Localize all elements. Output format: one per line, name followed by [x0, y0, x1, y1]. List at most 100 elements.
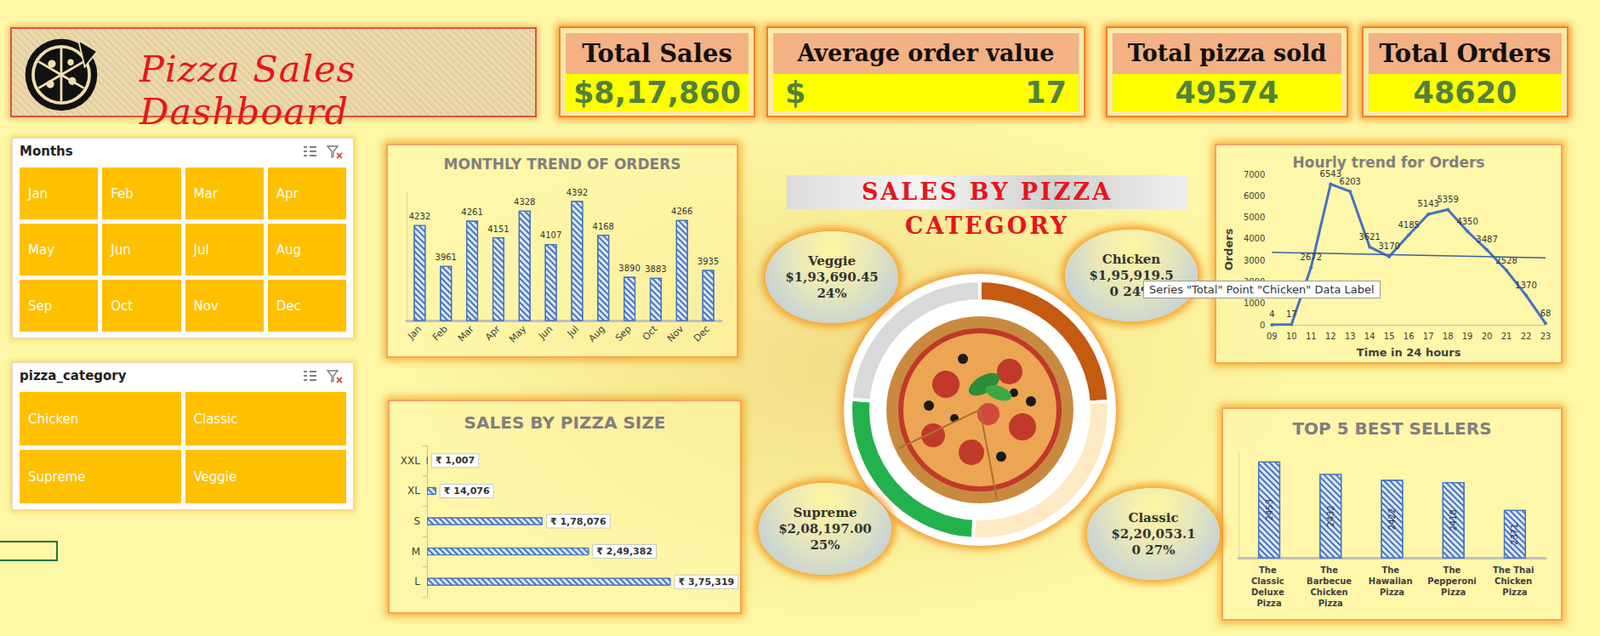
svg-text:23: 23 — [1540, 331, 1552, 342]
svg-text:3170: 3170 — [1377, 241, 1400, 251]
svg-text:₹ 1,78,076: ₹ 1,78,076 — [550, 516, 607, 528]
svg-text:2371: 2371 — [1509, 523, 1520, 545]
svg-text:4328: 4328 — [513, 197, 536, 207]
svg-text:4000: 4000 — [1243, 233, 1265, 244]
svg-text:The Thai: The Thai — [1492, 565, 1538, 576]
svg-text:14: 14 — [1364, 331, 1376, 342]
svg-text:Chicken: Chicken — [1310, 587, 1352, 598]
svg-text:May: May — [506, 323, 530, 346]
svg-text:2453: 2453 — [1264, 499, 1275, 521]
svg-text:68: 68 — [1540, 308, 1552, 319]
svg-text:3961: 3961 — [435, 252, 457, 262]
svg-text:4185: 4185 — [1397, 220, 1419, 230]
svg-text:5143: 5143 — [1417, 199, 1439, 209]
svg-text:₹ 3,75,319: ₹ 3,75,319 — [677, 576, 735, 588]
svg-text:4350: 4350 — [1456, 216, 1478, 227]
svg-text:4261: 4261 — [461, 207, 483, 217]
svg-text:Feb: Feb — [430, 323, 450, 343]
svg-text:MONTHLY TREND OF ORDERS: MONTHLY TREND OF ORDERS — [444, 155, 682, 173]
svg-text:10: 10 — [1286, 331, 1298, 342]
svg-text:Pizza: Pizza — [1440, 587, 1466, 598]
svg-text:21: 21 — [1501, 331, 1513, 342]
svg-text:TOP 5 BEST SELLERS: TOP 5 BEST SELLERS — [1292, 418, 1492, 439]
svg-text:5359: 5359 — [1436, 194, 1458, 205]
svg-text:Deluxe: Deluxe — [1251, 587, 1287, 598]
svg-text:Pizza: Pizza — [1502, 587, 1527, 598]
svg-text:3890: 3890 — [618, 263, 640, 274]
svg-text:17: 17 — [1286, 309, 1298, 319]
svg-text:12: 12 — [1325, 331, 1337, 342]
svg-text:Time in 24 hours: Time in 24 hours — [1356, 346, 1462, 359]
svg-text:3621: 3621 — [1358, 232, 1380, 242]
html-text:Pizza Sales Dashboard: Pizza Sales Dashboard — [139, 47, 357, 133]
svg-text:Hourly trend for Orders: Hourly trend for Orders — [1292, 153, 1486, 171]
svg-text:The: The — [1443, 565, 1464, 576]
svg-text:XXL: XXL — [400, 455, 421, 467]
svg-text:2432: 2432 — [1326, 505, 1336, 527]
svg-text:1370: 1370 — [1514, 280, 1537, 291]
svg-text:19: 19 — [1462, 331, 1474, 342]
svg-text:6000: 6000 — [1243, 191, 1265, 201]
svg-text:Hawaiian: Hawaiian — [1368, 576, 1416, 587]
svg-text:The: The — [1258, 565, 1280, 576]
svg-text:3883: 3883 — [644, 264, 667, 274]
svg-text:20: 20 — [1481, 331, 1493, 342]
svg-text:L: L — [414, 575, 421, 588]
svg-text:Pepperoni: Pepperoni — [1427, 576, 1480, 587]
svg-text:4107: 4107 — [540, 230, 562, 240]
svg-text:16: 16 — [1403, 331, 1415, 342]
svg-text:Dec: Dec — [691, 323, 712, 344]
svg-text:22: 22 — [1520, 331, 1532, 342]
svg-text:3487: 3487 — [1475, 234, 1498, 245]
svg-text:3000: 3000 — [1243, 256, 1265, 266]
svg-text:XL: XL — [407, 484, 421, 497]
svg-text:Barbecue: Barbecue — [1306, 576, 1356, 587]
svg-text:Chicken: Chicken — [1494, 576, 1536, 587]
svg-text:₹ 2,49,382: ₹ 2,49,382 — [596, 546, 653, 558]
svg-text:Nov: Nov — [665, 323, 687, 345]
svg-text:Pizza: Pizza — [1257, 598, 1282, 609]
svg-text:2418: 2418 — [1448, 509, 1458, 531]
svg-text:11: 11 — [1305, 331, 1317, 342]
svg-text:18: 18 — [1442, 331, 1454, 342]
svg-text:3935: 3935 — [697, 256, 719, 267]
svg-text:1000: 1000 — [1243, 298, 1265, 308]
svg-text:Pizza: Pizza — [1318, 598, 1344, 609]
svg-text:M: M — [411, 546, 421, 559]
svg-text:2422: 2422 — [1387, 508, 1397, 530]
svg-text:Pizza: Pizza — [1379, 587, 1405, 598]
svg-text:The: The — [1320, 565, 1341, 576]
svg-text:17: 17 — [1423, 331, 1435, 342]
svg-text:SALES BY PIZZA SIZE: SALES BY PIZZA SIZE — [464, 412, 667, 433]
svg-text:Jul: Jul — [564, 323, 581, 340]
svg-text:6543: 6543 — [1320, 169, 1342, 179]
svg-text:4392: 4392 — [566, 187, 588, 198]
svg-text:13: 13 — [1344, 331, 1356, 342]
svg-text:The: The — [1381, 565, 1402, 576]
svg-text:7000: 7000 — [1243, 170, 1265, 180]
html-text:SALES BY PIZZA CATEGORY: SALES BY PIZZA CATEGORY — [861, 178, 1113, 240]
svg-text:6203: 6203 — [1339, 176, 1361, 187]
svg-text:Jan: Jan — [404, 323, 424, 342]
svg-text:Mar: Mar — [455, 323, 477, 344]
svg-text:0: 0 — [1259, 320, 1265, 331]
svg-text:Aug: Aug — [586, 323, 607, 344]
svg-text:Orders: Orders — [1222, 227, 1236, 271]
svg-text:Apr: Apr — [483, 323, 503, 343]
svg-text:09: 09 — [1266, 331, 1278, 342]
svg-text:S: S — [413, 515, 421, 528]
svg-text:5000: 5000 — [1243, 212, 1265, 223]
svg-text:4151: 4151 — [487, 224, 509, 234]
svg-text:4266: 4266 — [671, 206, 693, 217]
html-text:$8,17,860: $8,17,860 — [573, 75, 741, 110]
svg-text:Sep: Sep — [613, 323, 634, 344]
svg-text:Jun: Jun — [535, 323, 555, 342]
svg-text:4168: 4168 — [592, 222, 615, 232]
svg-text:₹ 1,007: ₹ 1,007 — [435, 455, 475, 467]
svg-text:Classic: Classic — [1251, 576, 1287, 587]
svg-text:15: 15 — [1383, 331, 1396, 342]
svg-text:4232: 4232 — [409, 211, 431, 222]
svg-text:Oct: Oct — [640, 323, 661, 343]
svg-text:₹ 14,076: ₹ 14,076 — [444, 485, 490, 497]
svg-text:4: 4 — [1269, 309, 1275, 319]
